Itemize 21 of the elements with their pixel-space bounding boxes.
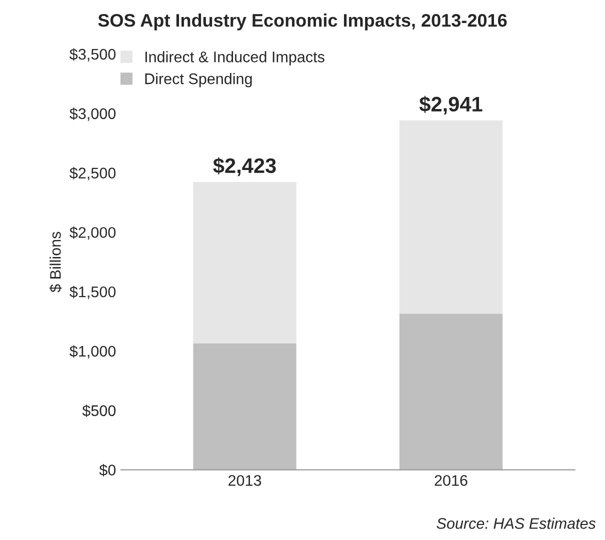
legend-label: Direct Spending: [145, 73, 252, 88]
bar: [399, 314, 503, 470]
y-tick-label: $2,500: [70, 167, 116, 180]
bar: [193, 343, 296, 470]
bar: [193, 182, 296, 344]
y-tick-label: $2,000: [70, 226, 116, 240]
y-tick-label: $500: [82, 404, 116, 417]
x-tick-label: 2016: [434, 475, 468, 486]
y-axis-title: $ Billions: [49, 232, 62, 292]
total-label: $2,941: [419, 96, 482, 115]
x-tick-label: 2013: [228, 475, 262, 486]
y-tick-label: $3,500: [70, 48, 116, 62]
total-label: $2,423: [213, 157, 276, 176]
y-tick-label: $1,500: [70, 286, 116, 300]
bar: [399, 120, 503, 314]
chart-title: SOS Apt Industry Economic Impacts, 2013-2016: [98, 14, 507, 30]
source-note: Source: HAS Estimates: [436, 518, 596, 529]
y-tick-label: $0: [99, 464, 116, 476]
legend-label: Indirect & Induced Impacts: [145, 51, 324, 66]
y-tick-label: $3,000: [70, 108, 116, 121]
y-tick-label: $1,000: [70, 345, 116, 358]
